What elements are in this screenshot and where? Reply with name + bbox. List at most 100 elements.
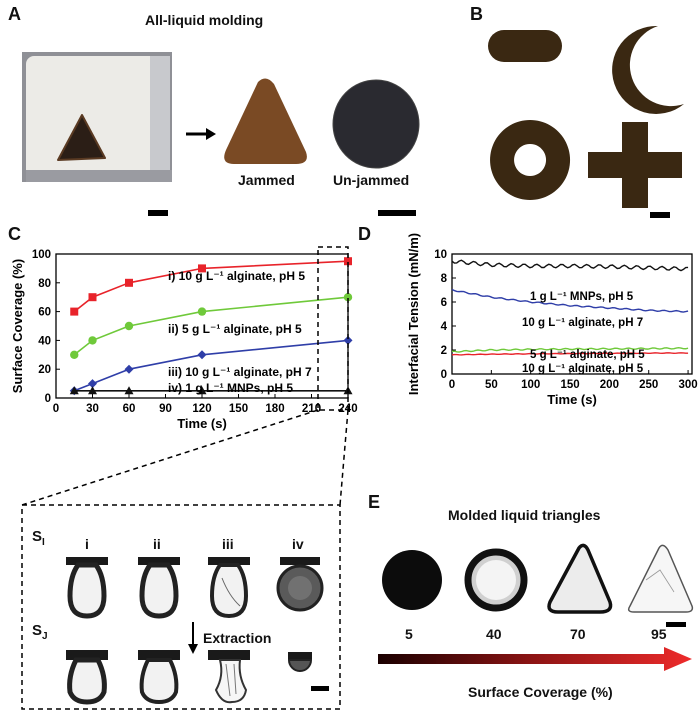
chart-c-data-point <box>88 293 97 302</box>
chart-d-y-tick-label: 6 <box>441 297 447 309</box>
chart-d-x-tick-label: 150 <box>560 379 579 391</box>
chart-d-x-tick-label: 300 <box>678 379 697 391</box>
chart-d-series-label: 10 g L⁻¹ alginate, pH 5 <box>522 363 644 375</box>
chart-d-y-tick-label: 2 <box>441 345 447 357</box>
chart-d-y-axis-label: Interfacial Tension (mN/m) <box>406 233 421 395</box>
chart-c-data-point <box>88 379 97 389</box>
chart-c-data-point <box>343 293 353 302</box>
panel-a-title: All-liquid molding <box>145 12 264 28</box>
panel-e-title: Molded liquid triangles <box>448 507 601 523</box>
chart-d-series-line <box>451 346 689 353</box>
chart-d-y-tick-label: 10 <box>434 249 447 261</box>
chart-d-x-tick-label: 200 <box>600 379 619 391</box>
molded-crescent-shape <box>612 25 684 114</box>
chart-c-data-point <box>70 307 79 316</box>
chart-c-y-tick-label: 80 <box>38 278 51 290</box>
chart-c-x-tick-label: 180 <box>265 403 284 415</box>
panel-label-b: B <box>470 4 483 24</box>
unjammed-sphere <box>333 80 419 168</box>
inset-row-si-sub: I <box>42 537 45 548</box>
chart-c-data-point <box>344 257 352 266</box>
chart-c-data-point <box>69 386 79 395</box>
droplet-si-ii <box>138 557 180 619</box>
chart-c-data-point <box>197 307 207 316</box>
triangle-sample-40 <box>464 548 528 612</box>
droplet-si-iii <box>208 557 250 619</box>
molded-triangle-in-mold <box>57 114 106 161</box>
chart-c-x-tick-label: 60 <box>123 403 136 415</box>
triangle-sample-70 <box>547 543 613 614</box>
coverage-value-95: 95 <box>651 626 667 642</box>
scale-bar-e <box>666 622 686 627</box>
panel-e-illustration <box>378 543 694 671</box>
chart-c-x-tick-label: 0 <box>53 403 59 415</box>
chart-c-data-point <box>197 350 207 360</box>
scale-bar-c-inset <box>311 686 329 691</box>
chart-d-x-tick-label: 250 <box>639 379 658 391</box>
chart-d-series-line <box>451 288 689 313</box>
extraction-label: Extraction <box>203 630 272 646</box>
chart-c-y-tick-label: 40 <box>38 335 51 347</box>
chart-c-x-tick-label: 150 <box>229 403 248 415</box>
droplet-label-iii: iii <box>222 536 234 552</box>
jammed-triangle <box>224 78 307 164</box>
panel-label-c: C <box>8 224 21 244</box>
chart-c-series-label: iii) 10 g L⁻¹ alginate, pH 7 <box>168 365 312 379</box>
surface-coverage-arrow <box>378 647 692 671</box>
chart-c-data-point <box>88 386 97 395</box>
chart-c-data-point <box>125 278 133 287</box>
jammed-label: Jammed <box>238 172 295 188</box>
mold-photo <box>22 52 172 182</box>
molded-ring-shape <box>490 120 571 200</box>
inset-row-si-letter: S <box>32 528 43 545</box>
chart-c-y-tick-label: 20 <box>38 364 51 376</box>
chart-c-y-tick-label: 0 <box>45 393 51 405</box>
zoom-inset <box>21 246 349 710</box>
scale-bar-b <box>650 212 670 218</box>
scale-bar-a-right <box>378 210 416 216</box>
droplet-label-ii: ii <box>153 536 161 552</box>
coverage-value-40: 40 <box>486 626 502 642</box>
panel-label-e: E <box>368 492 381 512</box>
surface-coverage-axis-label: Surface Coverage (%) <box>468 684 613 700</box>
chart-c-y-tick-label: 100 <box>32 249 51 261</box>
chart-c-data-point <box>124 386 134 395</box>
droplet-sj-ii <box>138 650 180 705</box>
chart-c-data-point <box>124 364 134 374</box>
chart-d-series-label: 1 g L⁻¹ MNPs, pH 5 <box>530 291 634 303</box>
coverage-value-70: 70 <box>570 626 586 642</box>
panel-label-d: D <box>358 224 371 244</box>
chart-c-x-tick-label: 120 <box>192 403 211 415</box>
inset-row-sj-sub: J <box>42 631 48 642</box>
chart-c-y-tick-label: 60 <box>38 307 51 319</box>
chart-d-series-label: 10 g L⁻¹ alginate, pH 7 <box>522 317 643 329</box>
chart-d-series-line <box>451 352 689 356</box>
panel-a-illustration <box>22 52 420 182</box>
panel-b-illustration <box>488 25 684 208</box>
chart-d-series-label: 5 g L⁻¹ alginate, pH 5 <box>530 349 645 361</box>
chart-c-data-point <box>124 321 134 331</box>
scale-bar-a-left <box>148 210 168 216</box>
triangle-sample-95 <box>627 544 694 613</box>
chart-c-x-tick-label: 90 <box>159 403 172 415</box>
chart-d-x-tick-label: 100 <box>521 379 540 391</box>
inset-row-si-label: SI <box>32 528 45 548</box>
chart-d-y-tick-label: 8 <box>441 273 448 285</box>
chart-d-x-axis-label: Time (s) <box>547 392 597 407</box>
chart-c-data-point <box>198 264 206 273</box>
inset-row-sj-label: SJ <box>32 622 48 642</box>
droplet-label-i: i <box>85 536 89 552</box>
chart-d-y-tick-label: 0 <box>441 369 447 381</box>
chart-d-x-tick-label: 0 <box>449 379 455 391</box>
chart-d-x-tick-label: 50 <box>485 379 498 391</box>
chart-c-data-point <box>343 335 353 345</box>
chart-c-y-axis-label: Surface Coverage (%) <box>10 259 25 393</box>
inset-row-sj-letter: S <box>32 622 43 639</box>
chart-c-data-point <box>70 350 79 359</box>
arrow-right-icon <box>186 128 216 140</box>
chart-d: 0 50 100 150 200 250 300 0 2 4 6 8 10 Time (s) Interfa… <box>406 233 698 407</box>
molded-cross-shape <box>588 122 682 208</box>
chart-c-x-axis-label: Time (s) <box>177 416 227 431</box>
molded-dash-shape <box>488 30 562 62</box>
